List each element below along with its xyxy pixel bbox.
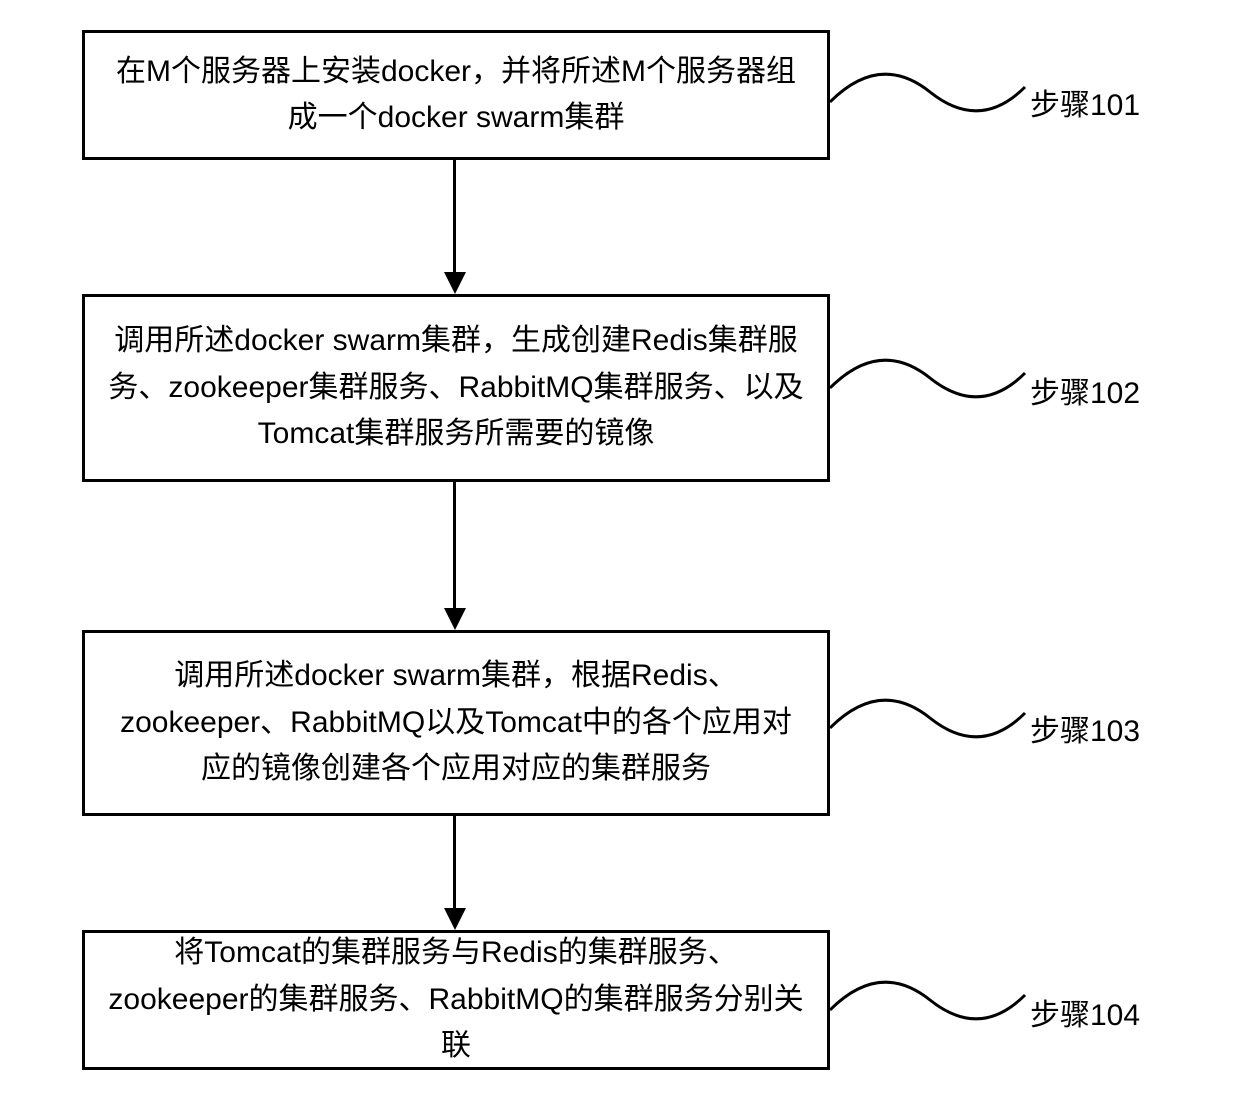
arrow-head-3 — [444, 908, 466, 930]
step-label-104: 步骤104 — [1030, 990, 1140, 1034]
connector-curve-103 — [830, 688, 1030, 758]
step-label-103: 步骤103 — [1030, 706, 1140, 750]
step-box-103: 调用所述docker swarm集群，根据Redis、zookeeper、Rab… — [82, 630, 830, 816]
arrow-line-1 — [453, 160, 456, 272]
step-box-101: 在M个服务器上安装docker，并将所述M个服务器组成一个docker swar… — [82, 30, 830, 160]
arrow-line-2 — [453, 482, 456, 608]
step-text-102: 调用所述docker swarm集群，生成创建Redis集群服务、zookeep… — [107, 318, 805, 458]
arrow-line-3 — [453, 816, 456, 908]
step-text-101: 在M个服务器上安装docker，并将所述M个服务器组成一个docker swar… — [107, 49, 805, 142]
connector-curve-104 — [830, 970, 1030, 1040]
connector-curve-101 — [830, 62, 1030, 132]
step-box-104: 将Tomcat的集群服务与Redis的集群服务、zookeeper的集群服务、R… — [82, 930, 830, 1070]
connector-curve-102 — [830, 348, 1030, 418]
step-label-102: 步骤102 — [1030, 368, 1140, 412]
step-text-103: 调用所述docker swarm集群，根据Redis、zookeeper、Rab… — [107, 653, 805, 793]
arrow-head-2 — [444, 608, 466, 630]
flowchart-container: 在M个服务器上安装docker，并将所述M个服务器组成一个docker swar… — [0, 0, 1240, 1108]
step-box-102: 调用所述docker swarm集群，生成创建Redis集群服务、zookeep… — [82, 294, 830, 482]
step-label-101: 步骤101 — [1030, 80, 1140, 124]
arrow-head-1 — [444, 272, 466, 294]
step-text-104: 将Tomcat的集群服务与Redis的集群服务、zookeeper的集群服务、R… — [107, 930, 805, 1070]
